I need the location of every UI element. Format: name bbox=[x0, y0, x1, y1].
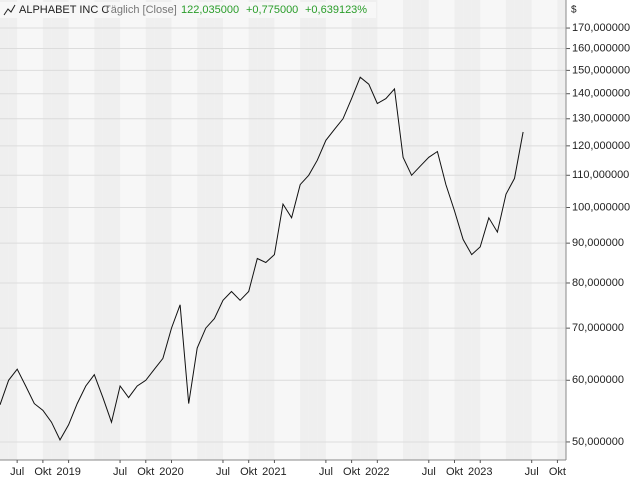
y-tick-label: 70,000000 bbox=[572, 322, 624, 334]
y-tick-label: 150,000000 bbox=[572, 64, 630, 76]
band bbox=[360, 0, 369, 460]
header-value: 122,035000 bbox=[181, 4, 239, 16]
band bbox=[102, 0, 112, 460]
chart-title: ALPHABET INC C bbox=[19, 4, 109, 16]
x-tick-label: Jul bbox=[525, 466, 539, 478]
x-tick-label: 2023 bbox=[468, 466, 492, 478]
band bbox=[265, 0, 275, 460]
x-tick-label: Jul bbox=[422, 466, 436, 478]
band bbox=[403, 0, 412, 460]
band bbox=[308, 0, 318, 460]
y-axis-label: $ bbox=[571, 5, 577, 16]
band bbox=[420, 0, 429, 460]
band bbox=[154, 0, 163, 460]
x-tick-label: Okt bbox=[446, 466, 463, 478]
band bbox=[257, 0, 266, 460]
y-tick-label: 50,000000 bbox=[572, 436, 624, 448]
band bbox=[248, 0, 258, 460]
y-tick-label: 170,000000 bbox=[572, 22, 630, 34]
band bbox=[111, 0, 121, 460]
band bbox=[411, 0, 421, 460]
y-tick-label: 120,000000 bbox=[572, 140, 630, 152]
y-tick-label: 110,000000 bbox=[572, 169, 629, 181]
x-tick-label: 2019 bbox=[56, 466, 80, 478]
grid bbox=[0, 27, 566, 443]
price-line bbox=[0, 76, 524, 441]
band bbox=[145, 0, 155, 460]
y-tick-label: 100,000000 bbox=[572, 201, 630, 213]
y-tick-label: 160,000000 bbox=[572, 42, 630, 54]
band bbox=[368, 0, 378, 460]
band bbox=[214, 0, 223, 460]
band bbox=[60, 0, 69, 460]
band bbox=[523, 0, 532, 460]
bands bbox=[0, 0, 566, 460]
x-tick-label: Okt bbox=[240, 466, 257, 478]
band bbox=[94, 0, 103, 460]
band bbox=[454, 0, 464, 460]
header-background bbox=[0, 2, 376, 18]
band bbox=[0, 0, 9, 460]
band bbox=[197, 0, 206, 460]
band bbox=[505, 0, 515, 460]
x-tick-label: Jul bbox=[319, 466, 333, 478]
band bbox=[162, 0, 172, 460]
line-icon bbox=[3, 4, 16, 16]
header-value: +0,639123% bbox=[305, 4, 367, 16]
band bbox=[205, 0, 215, 460]
y-tick-label: 80,000000 bbox=[572, 277, 624, 289]
y-tick-label: 90,000000 bbox=[572, 237, 624, 249]
band bbox=[351, 0, 361, 460]
x-tick-label: Jul bbox=[113, 466, 127, 478]
x-tick-label: Okt bbox=[137, 466, 154, 478]
band bbox=[471, 0, 481, 460]
header-value: +0,775000 bbox=[246, 4, 298, 16]
band bbox=[300, 0, 309, 460]
marks bbox=[0, 76, 524, 441]
x-tick-label: Jul bbox=[10, 466, 24, 478]
band bbox=[8, 0, 18, 460]
x-tick-label: Okt bbox=[343, 466, 360, 478]
x-tick-label: 2021 bbox=[262, 466, 286, 478]
band bbox=[514, 0, 524, 460]
band bbox=[42, 0, 52, 460]
x-tick-label: Jul bbox=[216, 466, 230, 478]
plot-background bbox=[0, 0, 566, 460]
x-tick-label: 2020 bbox=[159, 466, 183, 478]
band bbox=[51, 0, 61, 460]
x-tick-label: Okt bbox=[549, 466, 566, 478]
x-tick-label: 2022 bbox=[365, 466, 389, 478]
y-tick-label: 130,000000 bbox=[572, 113, 630, 125]
band bbox=[463, 0, 472, 460]
band bbox=[557, 0, 566, 460]
x-tick-label: Okt bbox=[34, 466, 51, 478]
chart-subtitle: Täglich [Close] bbox=[104, 4, 177, 16]
band bbox=[317, 0, 326, 460]
y-tick-label: 60,000000 bbox=[572, 374, 624, 386]
y-tick-label: 140,000000 bbox=[572, 88, 630, 100]
